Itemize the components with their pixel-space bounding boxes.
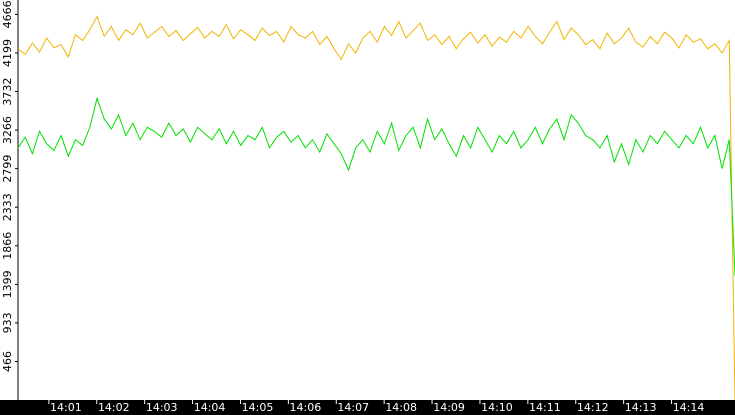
x-tick-label: 14:14 [673,401,705,414]
x-axis-band [0,400,735,415]
x-tick-label: 14:04 [194,401,226,414]
x-tick-label: 14:09 [433,401,465,414]
series-line [17,96,735,277]
x-tick-label: 14:06 [290,401,322,414]
y-tick-label: 466 [1,351,14,372]
x-tick-label: 14:12 [577,401,609,414]
x-tick-label: 14:01 [50,401,82,414]
x-tick-label: 14:02 [98,401,130,414]
x-tick-label: 14:07 [337,401,369,414]
y-tick-label: 2333 [1,193,14,221]
x-tick-label: 14:10 [481,401,513,414]
x-tick-label: 14:08 [385,401,417,414]
series-line [17,15,735,401]
x-tick-label: 14:05 [242,401,274,414]
y-tick-label: 1866 [1,232,14,260]
x-tick-label: 14:03 [146,401,178,414]
y-tick-label: 933 [1,312,14,333]
x-tick-label: 14:13 [625,401,657,414]
y-tick-label: 3266 [1,116,14,144]
y-tick-label: 4199 [1,39,14,67]
y-tick-label: 1399 [1,270,14,298]
y-tick-label: 4666 [1,0,14,28]
x-tick-label: 14:11 [529,401,561,414]
y-tick-label: 2799 [1,155,14,183]
y-tick-label: 3732 [1,78,14,106]
